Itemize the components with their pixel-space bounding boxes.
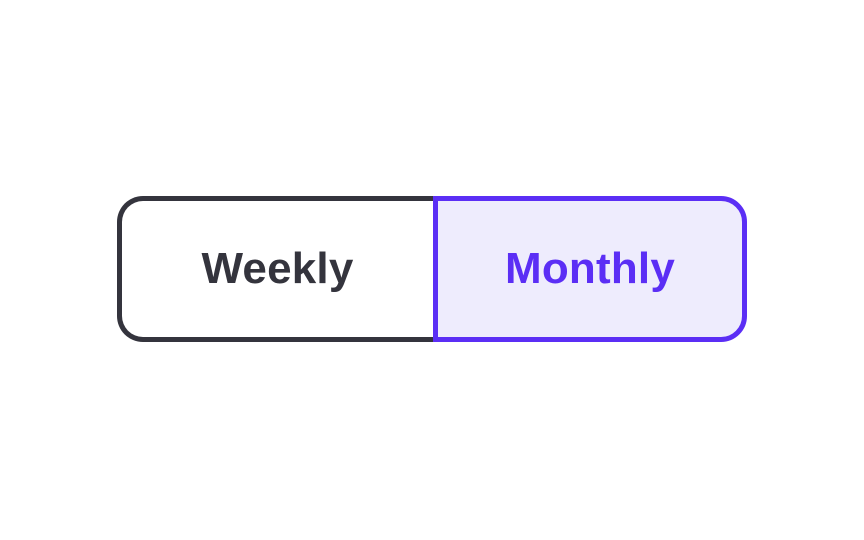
weekly-option-label: Weekly — [201, 244, 354, 293]
billing-period-toggle: Weekly Monthly — [117, 196, 747, 342]
monthly-option-button[interactable]: Monthly — [433, 196, 747, 342]
weekly-option-button[interactable]: Weekly — [117, 196, 433, 342]
monthly-option-label: Monthly — [504, 244, 676, 293]
